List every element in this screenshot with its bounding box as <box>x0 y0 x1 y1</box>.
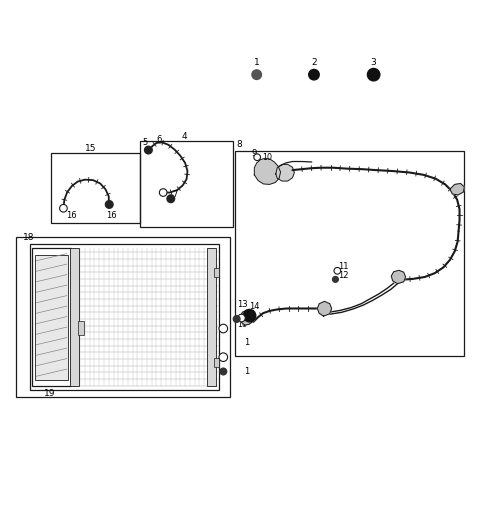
Text: 14: 14 <box>250 302 260 311</box>
Text: 19: 19 <box>44 389 56 398</box>
Text: 7: 7 <box>172 190 178 199</box>
Circle shape <box>219 324 228 333</box>
Text: 13: 13 <box>237 300 247 309</box>
Polygon shape <box>317 302 332 316</box>
Text: 15: 15 <box>85 144 97 153</box>
Circle shape <box>144 146 152 154</box>
Polygon shape <box>276 164 294 181</box>
Circle shape <box>159 189 167 196</box>
Bar <box>214 268 219 276</box>
Text: 1: 1 <box>244 338 249 347</box>
Text: 3: 3 <box>371 58 376 67</box>
Bar <box>33 248 71 386</box>
Text: 16: 16 <box>66 211 76 220</box>
Text: 10: 10 <box>262 153 272 162</box>
Polygon shape <box>240 310 255 325</box>
Bar <box>35 254 68 380</box>
Bar <box>206 248 216 386</box>
Circle shape <box>254 154 261 161</box>
Text: 5: 5 <box>142 138 147 147</box>
Bar <box>235 151 464 356</box>
Bar <box>16 237 230 397</box>
Text: 4: 4 <box>181 132 187 141</box>
Text: 11: 11 <box>338 262 349 271</box>
Text: 1: 1 <box>244 367 249 376</box>
Circle shape <box>233 316 240 323</box>
Bar <box>51 154 140 223</box>
Text: 8: 8 <box>237 140 242 150</box>
Text: 17: 17 <box>244 310 254 319</box>
Circle shape <box>252 70 262 79</box>
Circle shape <box>238 314 245 322</box>
Circle shape <box>367 69 380 81</box>
Text: 1: 1 <box>254 58 260 67</box>
Circle shape <box>106 201 113 208</box>
Circle shape <box>243 309 256 322</box>
Circle shape <box>309 70 319 80</box>
Text: 2: 2 <box>311 58 317 67</box>
Text: 10: 10 <box>237 320 247 329</box>
Text: 18: 18 <box>24 233 35 242</box>
Bar <box>78 321 84 335</box>
Text: 16: 16 <box>107 211 117 220</box>
Circle shape <box>334 267 341 274</box>
Circle shape <box>60 204 67 212</box>
Bar <box>30 244 218 390</box>
Circle shape <box>167 195 175 203</box>
Circle shape <box>220 368 227 375</box>
Polygon shape <box>254 158 281 184</box>
Text: 6: 6 <box>156 135 162 143</box>
Polygon shape <box>450 183 464 195</box>
Circle shape <box>333 276 338 282</box>
Text: 12: 12 <box>338 270 349 280</box>
Polygon shape <box>391 270 406 284</box>
Text: 9: 9 <box>252 149 257 158</box>
Bar <box>214 358 219 367</box>
Circle shape <box>219 353 228 361</box>
Bar <box>140 141 233 227</box>
Bar <box>70 248 79 386</box>
